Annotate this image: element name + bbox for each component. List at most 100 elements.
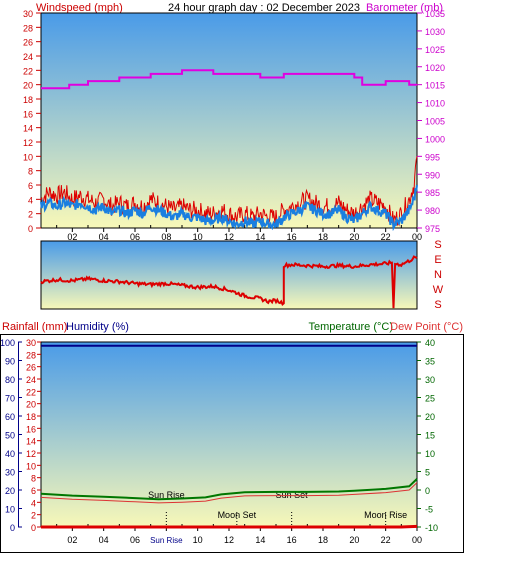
windspeed-tick-label: 22 (23, 66, 33, 76)
humidity-tick-label: 90 (5, 357, 15, 367)
wind-direction-plot-area (40, 240, 418, 310)
lower-x-tick-label: 00 (412, 535, 422, 545)
barometer-tick-label: 995 (425, 152, 440, 162)
temperature-tick-label: 35 (425, 357, 435, 367)
annotation-label: Sun Set (276, 490, 309, 500)
wind-x-tick-label: 06 (130, 232, 140, 242)
humidity-tick-label: 70 (5, 394, 15, 404)
rainfall-tick-label: 12 (26, 449, 36, 459)
barometer-y-axis: 975 980 985 990 995 1000 1005 1010 1015 1020 1025 1… (417, 9, 445, 234)
wind-direction-label: N (434, 269, 442, 281)
temperature-tick-label: -10 (425, 523, 438, 533)
rainfall-tick-label: 26 (26, 363, 36, 373)
rain-temperature-plot-area (40, 341, 418, 528)
windspeed-tick-label: 0 (28, 224, 33, 234)
windspeed-tick-label: 8 (28, 167, 33, 177)
annotation-label: Moon Rise (364, 510, 407, 520)
gust-series-line (40, 184, 418, 232)
rainfall-tick-label: 20 (26, 400, 36, 410)
temperature-tick-label: 0 (425, 486, 430, 496)
humidity-tick-label: 50 (5, 431, 15, 441)
temperature-tick-label: 5 (425, 468, 430, 478)
temperature-tick-label: 10 (425, 449, 435, 459)
humidity-tick-label: 0 (10, 523, 15, 533)
wind-x-tick-label: 16 (287, 232, 297, 242)
rainfall-tick-label: 14 (26, 437, 36, 447)
lower-x-tick-label: 18 (318, 535, 328, 545)
wind-x-tick-label: 18 (318, 232, 328, 242)
wind-direction-label: S (434, 239, 441, 251)
dewpoint-series-line (40, 482, 418, 504)
wind-x-tick-label: 20 (349, 232, 359, 242)
wind-x-tick-label: 02 (67, 232, 77, 242)
lower-x-tick-label: 04 (99, 535, 109, 545)
rainfall-tick-label: 8 (31, 474, 36, 484)
rainfall-tick-label: 30 (26, 338, 36, 348)
windspeed-tick-label: 14 (23, 124, 33, 134)
barometer-tick-label: 1030 (425, 27, 445, 37)
barometer-tick-label: 1015 (425, 81, 445, 91)
temperature-tick-label: 15 (425, 431, 435, 441)
lower-x-tick-label: 16 (287, 535, 297, 545)
humidity-y-axis: 0 10 20 30 40 50 60 70 80 90 100 (0, 338, 22, 533)
rainfall-tick-label: 6 (31, 486, 36, 496)
barometer-tick-label: 1020 (425, 63, 445, 73)
lower-x-tick-label: Sun Rise (150, 536, 183, 545)
barometer-tick-label: 1025 (425, 45, 445, 55)
barometer-tick-label: 980 (425, 206, 440, 216)
windspeed-tick-label: 20 (23, 81, 33, 91)
windspeed-tick-label: 30 (23, 9, 33, 19)
temperature-series-line (40, 478, 418, 501)
humidity-tick-label: 100 (0, 338, 15, 348)
annotation-label: Moon Set (218, 510, 257, 520)
humidity-tick-label: 60 (5, 412, 15, 422)
wind-direction-series-line (40, 255, 418, 309)
sun-moon-annotations: Sun Rise Moon Set Sun Set Moon Rise (148, 490, 407, 527)
humidity-tick-label: 30 (5, 468, 15, 478)
windspeed-tick-label: 28 (23, 23, 33, 33)
humidity-tick-label: 20 (5, 486, 15, 496)
lower-x-tick-label: 10 (193, 535, 203, 545)
humidity-tick-label: 40 (5, 449, 15, 459)
barometer-tick-label: 1000 (425, 134, 445, 144)
windspeed-tick-label: 24 (23, 52, 33, 62)
windspeed-tick-label: 2 (28, 210, 33, 220)
temperature-series (40, 344, 418, 529)
rainfall-tick-label: 22 (26, 387, 36, 397)
temperature-tick-label: 20 (425, 412, 435, 422)
wind-x-tick-label: 08 (161, 232, 171, 242)
wind-x-tick-label: 22 (381, 232, 391, 242)
lower-x-tick-label: 20 (349, 535, 359, 545)
rainfall-tick-label: 28 (26, 350, 36, 360)
windspeed-tick-label: 26 (23, 38, 33, 48)
rainfall-tick-label: 16 (26, 424, 36, 434)
barometer-tick-label: 990 (425, 170, 440, 180)
barometer-tick-label: 985 (425, 188, 440, 198)
rainfall-tick-label: 18 (26, 412, 36, 422)
rainfall-tick-label: 2 (31, 511, 36, 521)
lower-x-tick-label: 22 (381, 535, 391, 545)
temperature-tick-label: 25 (425, 394, 435, 404)
rainfall-tick-label: 4 (31, 498, 36, 508)
temperature-tick-label: 30 (425, 375, 435, 385)
wind-barometer-series (40, 69, 418, 232)
humidity-tick-label: 10 (5, 505, 15, 515)
dewpoint-axis-label: Dew Point (°C) (390, 321, 463, 333)
rainfall-series-line (41, 524, 418, 529)
temperature-axis-label: Temperature (°C) (309, 321, 393, 333)
temperature-y-axis: -10 -5 0 5 10 15 20 25 30 35 40 (417, 338, 438, 533)
wind-direction-label: S (434, 299, 441, 311)
wind-x-tick-label: 10 (193, 232, 203, 242)
windspeed-axis-label: Windspeed (mph) (36, 2, 123, 14)
rainfall-tick-label: 0 (31, 523, 36, 533)
barometer-series-line (41, 69, 417, 90)
barometer-tick-label: 1010 (425, 99, 445, 109)
lower-x-tick-label: 12 (224, 535, 234, 545)
humidity-tick-label: 80 (5, 375, 15, 385)
